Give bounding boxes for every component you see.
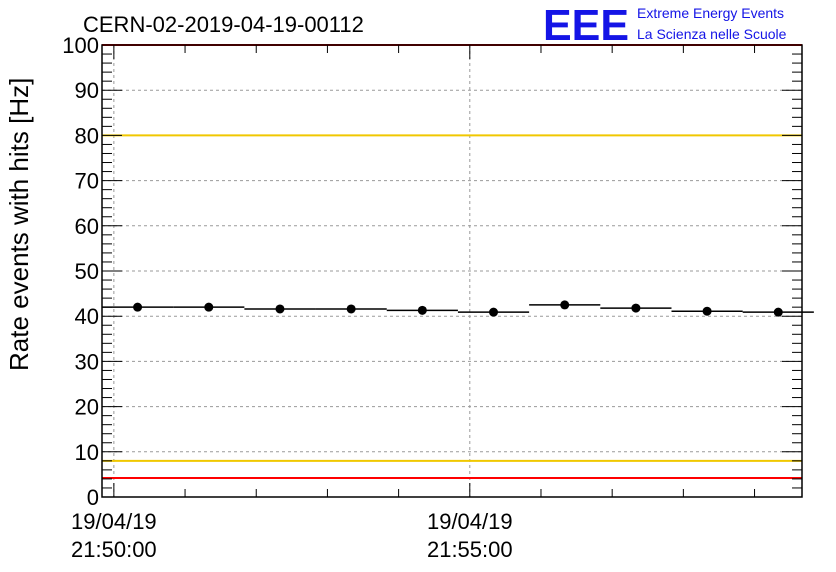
eee-logo: EEE Extreme Energy Events La Scienza nel… <box>543 1 787 50</box>
data-point <box>204 302 214 312</box>
data-point <box>133 302 143 312</box>
axis-ticks <box>102 44 802 498</box>
y-tick-label: 30 <box>75 349 99 374</box>
y-tick-label: 0 <box>87 485 99 510</box>
y-tick-label: 60 <box>75 214 99 239</box>
data-point <box>631 303 641 313</box>
data-point <box>773 307 783 317</box>
x-tick-label-time: 21:50:00 <box>71 537 157 562</box>
data-point <box>417 305 427 315</box>
data-series <box>102 300 814 317</box>
data-point <box>489 307 499 317</box>
y-tick-label: 50 <box>75 259 99 284</box>
x-tick-labels: 19/04/19 21:50:00 19/04/19 21:55:00 <box>71 509 513 562</box>
y-tick-labels: 0 10 20 30 40 50 60 70 80 90 100 <box>62 33 99 510</box>
logo-line-1: Extreme Energy Events <box>637 5 784 21</box>
x-tick-label-time: 21:55:00 <box>427 537 513 562</box>
y-tick-label: 100 <box>62 33 99 58</box>
data-point <box>275 304 285 314</box>
y-tick-label: 40 <box>75 304 99 329</box>
grid <box>102 45 802 497</box>
y-tick-label: 90 <box>75 78 99 103</box>
chart-title: CERN-02-2019-04-19-00112 <box>83 12 364 37</box>
data-point <box>560 300 570 310</box>
y-axis-label: Rate events with hits [Hz] <box>4 78 34 371</box>
y-tick-label: 70 <box>75 169 99 194</box>
logo-line-2: La Scienza nelle Scuole <box>637 26 787 42</box>
data-point <box>346 304 356 314</box>
y-tick-label: 20 <box>75 395 99 420</box>
x-tick-label-date: 19/04/19 <box>427 509 513 534</box>
logo-mark: EEE <box>543 1 629 50</box>
x-tick-label-date: 19/04/19 <box>71 509 157 534</box>
y-tick-label: 10 <box>75 440 99 465</box>
y-tick-label: 80 <box>75 123 99 148</box>
data-point <box>702 306 712 316</box>
reference-lines <box>102 44 802 480</box>
